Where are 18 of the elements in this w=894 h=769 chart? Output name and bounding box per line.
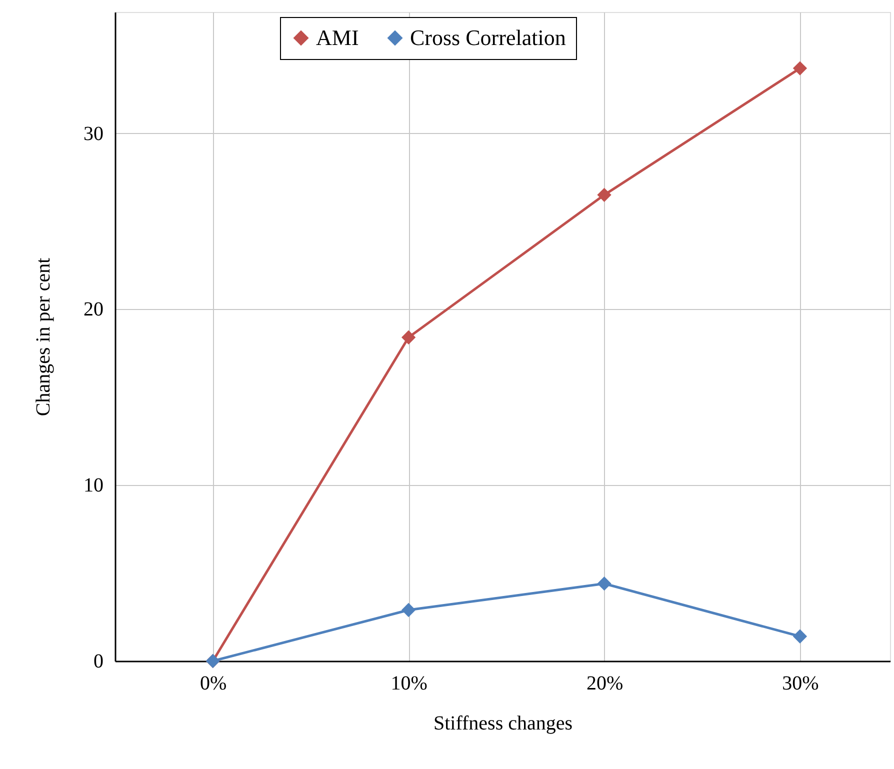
y-axis-title: Changes in per cent (32, 257, 54, 416)
y-tick-label: 0 (94, 650, 104, 672)
point (401, 602, 416, 618)
point (792, 61, 808, 76)
point (401, 330, 416, 344)
y-tick-label: 20 (84, 298, 104, 321)
point (597, 188, 612, 202)
y-tick-label: 30 (84, 122, 104, 145)
y-tick-label: 10 (84, 474, 104, 497)
x-tick-label: 0% (200, 672, 227, 694)
point (792, 629, 808, 644)
x-axis-title: Stiffness changes (433, 712, 573, 734)
legend-label: Cross Correlation (410, 25, 566, 50)
x-tick-label: 10% (390, 672, 428, 694)
x-tick-label: 20% (586, 672, 624, 694)
point (597, 576, 612, 591)
x-tick-label: 30% (782, 672, 819, 694)
legend-label: AMI (316, 25, 359, 50)
